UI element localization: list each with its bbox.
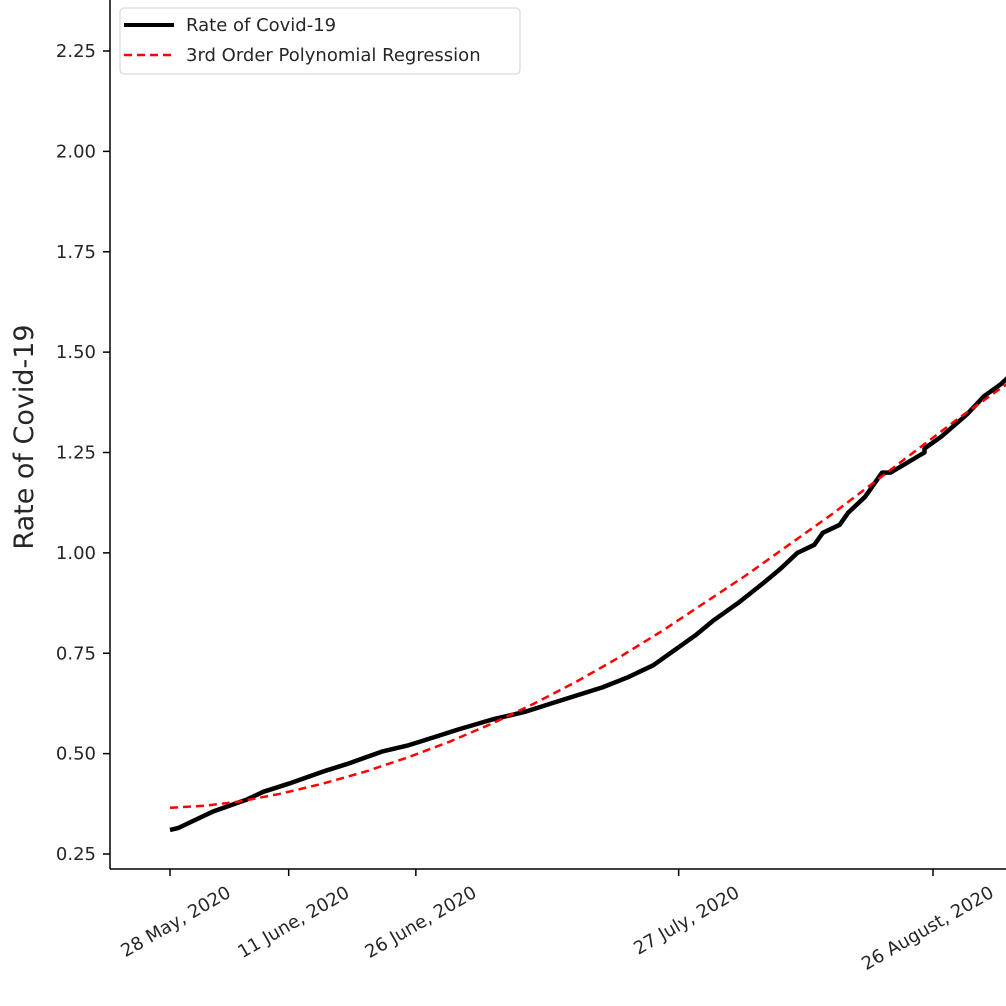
- y-tick-label: 0.25: [56, 844, 96, 865]
- y-axis-title: Rate of Covid-19: [9, 324, 40, 549]
- x-tick-label: 27 July, 2020: [630, 882, 743, 959]
- series-line-2: [169, 383, 1006, 810]
- y-tick-label: 1.25: [56, 443, 96, 464]
- y-tick-label: 2.00: [56, 141, 96, 162]
- x-tick-label: 26 August, 2020: [858, 882, 997, 975]
- series-line-1: [169, 376, 1006, 833]
- y-tick-label: 1.50: [56, 342, 96, 363]
- x-tick-label: 26 June, 2020: [362, 882, 481, 963]
- legend-box: [119, 7, 521, 75]
- x-tick-label: 11 June, 2020: [234, 882, 353, 963]
- y-ticks: 0.25 0.50 0.75 1.00 1.25 1.50 1.75 2.00 2.25: [56, 41, 110, 865]
- y-tick-label: 0.50: [56, 744, 96, 765]
- plot-lines: [169, 376, 1006, 833]
- legend-label-series-1: Rate of Covid-19: [186, 15, 336, 36]
- y-tick-label: 0.75: [56, 643, 96, 664]
- y-tick-label: 1.75: [56, 242, 96, 263]
- y-tick-label: 1.00: [56, 543, 96, 564]
- y-tick-label: 2.25: [56, 41, 96, 62]
- x-tick-label: 28 May, 2020: [117, 882, 234, 962]
- legend: Rate of Covid-19 3rd Order Polynomial Re…: [119, 7, 521, 75]
- legend-label-series-2: 3rd Order Polynomial Regression: [186, 45, 481, 66]
- x-ticks: 28 May, 2020 11 June, 2020 26 June, 2020 27…: [117, 869, 998, 975]
